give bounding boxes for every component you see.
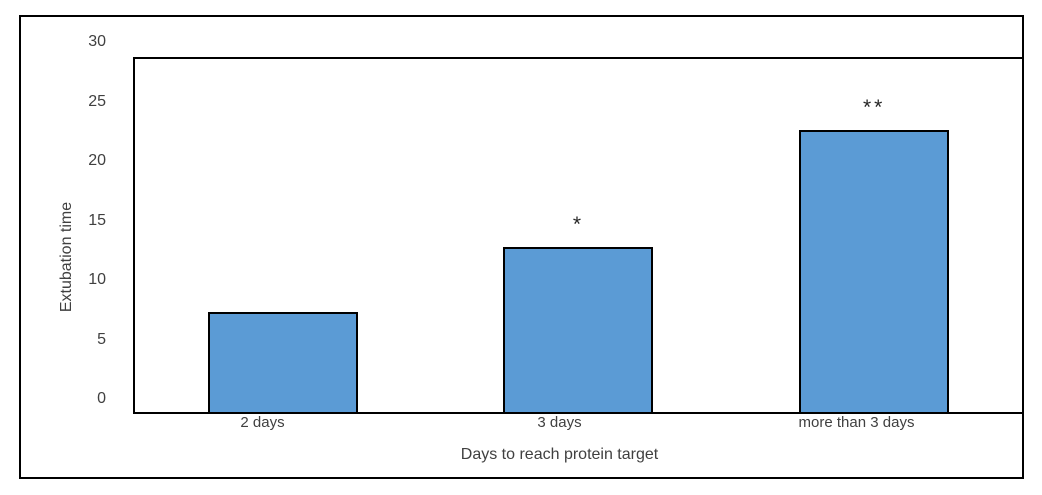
y-tick-label: 25 [88,92,106,110]
plot-area: * ** [133,57,1024,414]
bar-slot: * [431,59,727,412]
y-tick-label: 0 [97,390,106,407]
y-tick-label: 5 [97,330,106,348]
bar-slot: ** [726,59,1022,412]
y-tick-label: 20 [88,152,106,169]
significance-marker: ** [862,95,886,119]
bar-more-than-3-days [799,129,950,412]
bar-2-days [207,311,358,412]
chart-outer-frame: Extubation time * ** Days to reach protei… [19,15,1024,479]
bar-3-days [503,247,654,412]
y-tick-label: 15 [88,211,106,229]
y-tick-label: 10 [88,271,106,288]
x-axis-title: Days to reach protein target [460,446,659,463]
x-category-label: 3 days [537,414,582,431]
significance-marker: * [572,213,585,237]
y-tick-label: 30 [88,33,106,50]
x-category-label: 2 days [240,414,285,431]
bar-slot [135,59,431,412]
x-category-label: more than 3 days [798,414,915,431]
